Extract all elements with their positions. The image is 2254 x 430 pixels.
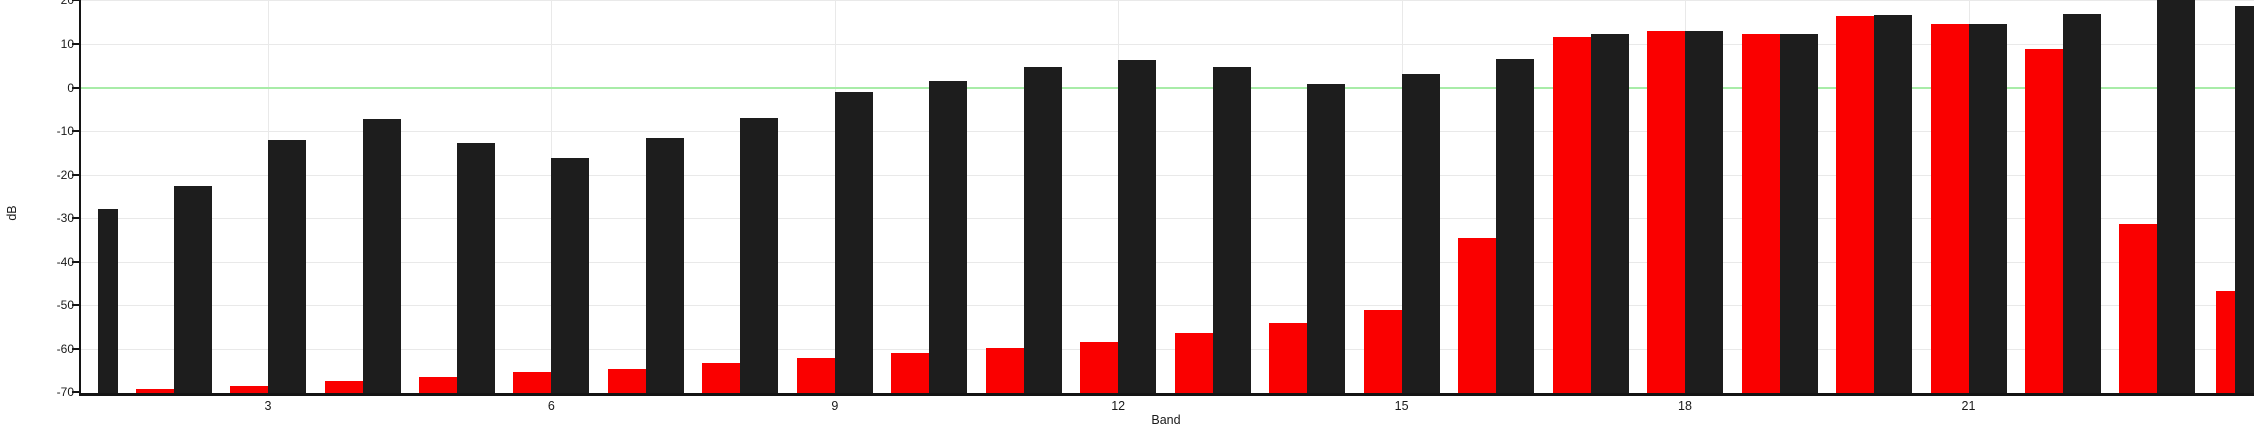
red-bar-band-3 [230, 386, 268, 393]
black-bar-band-1 [98, 209, 118, 393]
x-tick-label: 3 [264, 399, 272, 413]
red-bar-band-10 [891, 352, 930, 393]
red-bar-band-18 [1647, 31, 1685, 393]
zero-db-line [81, 86, 2254, 89]
y-tick-label: 0 [67, 80, 74, 95]
y-tick-label: -40 [56, 254, 74, 269]
red-bar-band-20 [1836, 15, 1874, 393]
black-bar-band-24 [2235, 5, 2254, 393]
y-tick-mark [72, 260, 80, 263]
y-tick-mark [72, 43, 80, 45]
x-tick-label: 15 [1394, 399, 1409, 413]
black-bar-band-5 [456, 142, 495, 393]
black-bar-band-8 [740, 118, 779, 393]
red-bar-band-11 [985, 348, 1024, 393]
red-bar-band-7 [607, 368, 646, 393]
black-bar-band-19 [1779, 34, 1818, 393]
y-tick-label: -10 [56, 124, 74, 138]
black-bar-band-3 [268, 140, 306, 393]
black-bar-band-2 [173, 185, 212, 393]
red-bar-band-15 [1363, 309, 1402, 393]
y-tick-label: -70 [56, 385, 74, 400]
x-tick-label: 18 [1678, 399, 1692, 413]
red-bar-band-12 [1080, 341, 1119, 393]
black-bar-band-12 [1118, 59, 1157, 393]
x-tick-label: 21 [1961, 399, 1976, 413]
y-tick-mark [72, 347, 80, 350]
red-bar-band-17 [1552, 37, 1591, 393]
black-bar-band-14 [1307, 83, 1346, 393]
black-bar-band-22 [2062, 13, 2101, 393]
black-bar-band-17 [1590, 33, 1629, 393]
red-bar-band-24 [2216, 291, 2235, 393]
red-bar-band-16 [1458, 237, 1497, 393]
x-tick-label: 6 [547, 399, 555, 413]
red-bar-band-21 [1930, 23, 1969, 393]
y-tick-label: -60 [56, 341, 74, 356]
x-axis-line [79, 393, 2254, 396]
black-bar-band-20 [1874, 15, 1912, 393]
y-tick-mark [72, 130, 80, 132]
y-gridline [81, 0, 2254, 2]
y-gridline [81, 305, 2254, 307]
red-bar-band-9 [796, 358, 835, 393]
y-tick-mark [72, 217, 80, 220]
black-bar-band-9 [834, 92, 873, 393]
x-tick-label: 12 [1111, 399, 1126, 413]
black-bar-band-6 [551, 157, 590, 393]
black-bar-band-23 [2157, 0, 2196, 393]
y-tick-label: 20 [60, 0, 74, 8]
y-gridline [81, 348, 2254, 350]
x-tick-label: 9 [831, 399, 839, 413]
red-bar-band-13 [1174, 333, 1213, 393]
red-bar-band-19 [1741, 33, 1780, 393]
y-tick-mark [72, 173, 80, 176]
black-bar-band-13 [1212, 66, 1251, 393]
black-bar-band-21 [1968, 23, 2007, 393]
y-tick-mark [72, 0, 80, 2]
y-gridline [81, 218, 2254, 220]
black-bar-band-15 [1401, 74, 1440, 393]
y-tick-mark [72, 86, 80, 89]
y-gridline [81, 174, 2254, 176]
y-axis-line [79, 0, 81, 396]
y-tick-label: 10 [60, 37, 74, 51]
red-bar-band-23 [2119, 224, 2158, 393]
black-bar-band-18 [1685, 30, 1723, 393]
red-bar-band-2 [135, 389, 174, 393]
red-bar-band-8 [702, 362, 741, 393]
y-tick-mark [72, 391, 80, 394]
black-bar-band-16 [1496, 59, 1535, 393]
black-bar-band-11 [1023, 66, 1062, 393]
red-bar-band-5 [418, 377, 457, 393]
red-bar-band-4 [324, 380, 363, 393]
black-bar-band-4 [362, 118, 401, 393]
y-gridline [81, 44, 2254, 45]
black-bar-band-7 [645, 138, 684, 393]
red-bar-band-14 [1269, 323, 1308, 393]
red-bar-band-6 [513, 372, 552, 393]
y-tick-mark [72, 304, 80, 307]
y-gridline [81, 261, 2254, 263]
y-gridline [81, 131, 2254, 132]
red-bar-band-22 [2024, 48, 2063, 393]
black-bar-band-10 [929, 81, 968, 393]
x-axis-title: Band [1151, 413, 1181, 427]
y-tick-label: -30 [56, 211, 74, 226]
y-tick-label: -20 [56, 167, 74, 182]
y-tick-label: -50 [56, 298, 74, 313]
